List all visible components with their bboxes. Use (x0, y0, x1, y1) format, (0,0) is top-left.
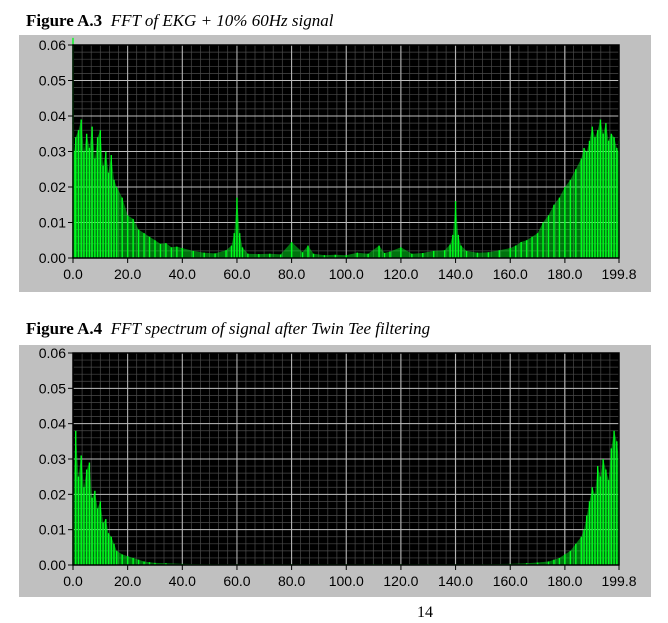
x-tick-label: 160.0 (493, 266, 528, 282)
x-tick-label: 40.0 (169, 266, 196, 282)
y-tick-label: 0.00 (39, 250, 66, 266)
x-tick-label: 100.0 (329, 573, 364, 589)
grid (72, 44, 620, 259)
y-tick-label: 0.06 (39, 345, 66, 361)
chart-panel: 0.00 0.01 0.02 0.03 0.04 0.05 0.06 0.0 20.0 40.0 6… (19, 35, 651, 292)
spectrum-lines (72, 430, 620, 565)
chart-panel: 0.00 0.01 0.02 0.03 0.04 0.05 0.06 0.0 20.0 40.0 6… (19, 345, 651, 597)
figure-a4-caption: Figure A.4 FFT spectrum of signal after … (26, 319, 430, 339)
x-tick-label: 0.0 (63, 573, 83, 589)
page-number: 14 (417, 604, 433, 621)
spectrum-lines (72, 37, 620, 258)
x-tick-label: 120.0 (383, 573, 418, 589)
y-tick-label: 0.03 (39, 144, 66, 160)
y-tick-label: 0.03 (39, 451, 66, 467)
x-tick-label: 0.0 (63, 266, 83, 282)
y-tick-label: 0.06 (39, 37, 66, 53)
y-tick-label: 0.01 (39, 215, 66, 231)
figure-title: FFT of EKG + 10% 60Hz signal (110, 11, 334, 30)
x-tick-label: 60.0 (223, 266, 250, 282)
y-tick-label: 0.05 (39, 380, 66, 396)
x-tick-label: 80.0 (278, 573, 305, 589)
grid (72, 352, 620, 566)
x-tick-label: 120.0 (383, 266, 418, 282)
fft-chart: 0.00 0.01 0.02 0.03 0.04 0.05 0.06 0.0 20.0 40.0 6… (39, 345, 637, 589)
x-tick-label: 140.0 (438, 266, 473, 282)
x-tick-label: 20.0 (114, 266, 141, 282)
x-tick-label: 60.0 (223, 573, 250, 589)
figure-a3-caption: Figure A.3 FFT of EKG + 10% 60Hz signal (26, 11, 333, 31)
x-tick-label: 160.0 (493, 573, 528, 589)
x-tick-label: 180.0 (547, 573, 582, 589)
fft-chart: 0.00 0.01 0.02 0.03 0.04 0.05 0.06 0.0 20.0 40.0 6… (39, 37, 637, 282)
x-tick-label: 40.0 (169, 573, 196, 589)
y-tick-label: 0.04 (39, 416, 66, 432)
x-tick-label: 20.0 (114, 573, 141, 589)
y-tick-label: 0.00 (39, 557, 66, 573)
x-tick-label: 180.0 (547, 266, 582, 282)
y-tick-label: 0.01 (39, 522, 66, 538)
x-tick-label: 199.8 (601, 266, 636, 282)
y-tick-label: 0.05 (39, 73, 66, 89)
x-tick-label: 199.8 (601, 573, 636, 589)
figure-label: Figure A.4 (26, 319, 103, 338)
x-tick-label: 80.0 (278, 266, 305, 282)
x-tick-label: 140.0 (438, 573, 473, 589)
x-tick-label: 100.0 (329, 266, 364, 282)
figure-label: Figure A.3 (26, 11, 103, 30)
y-tick-label: 0.04 (39, 108, 66, 124)
figure-title: FFT spectrum of signal after Twin Tee fi… (110, 319, 431, 338)
y-tick-label: 0.02 (39, 179, 66, 195)
y-tick-label: 0.02 (39, 486, 66, 502)
